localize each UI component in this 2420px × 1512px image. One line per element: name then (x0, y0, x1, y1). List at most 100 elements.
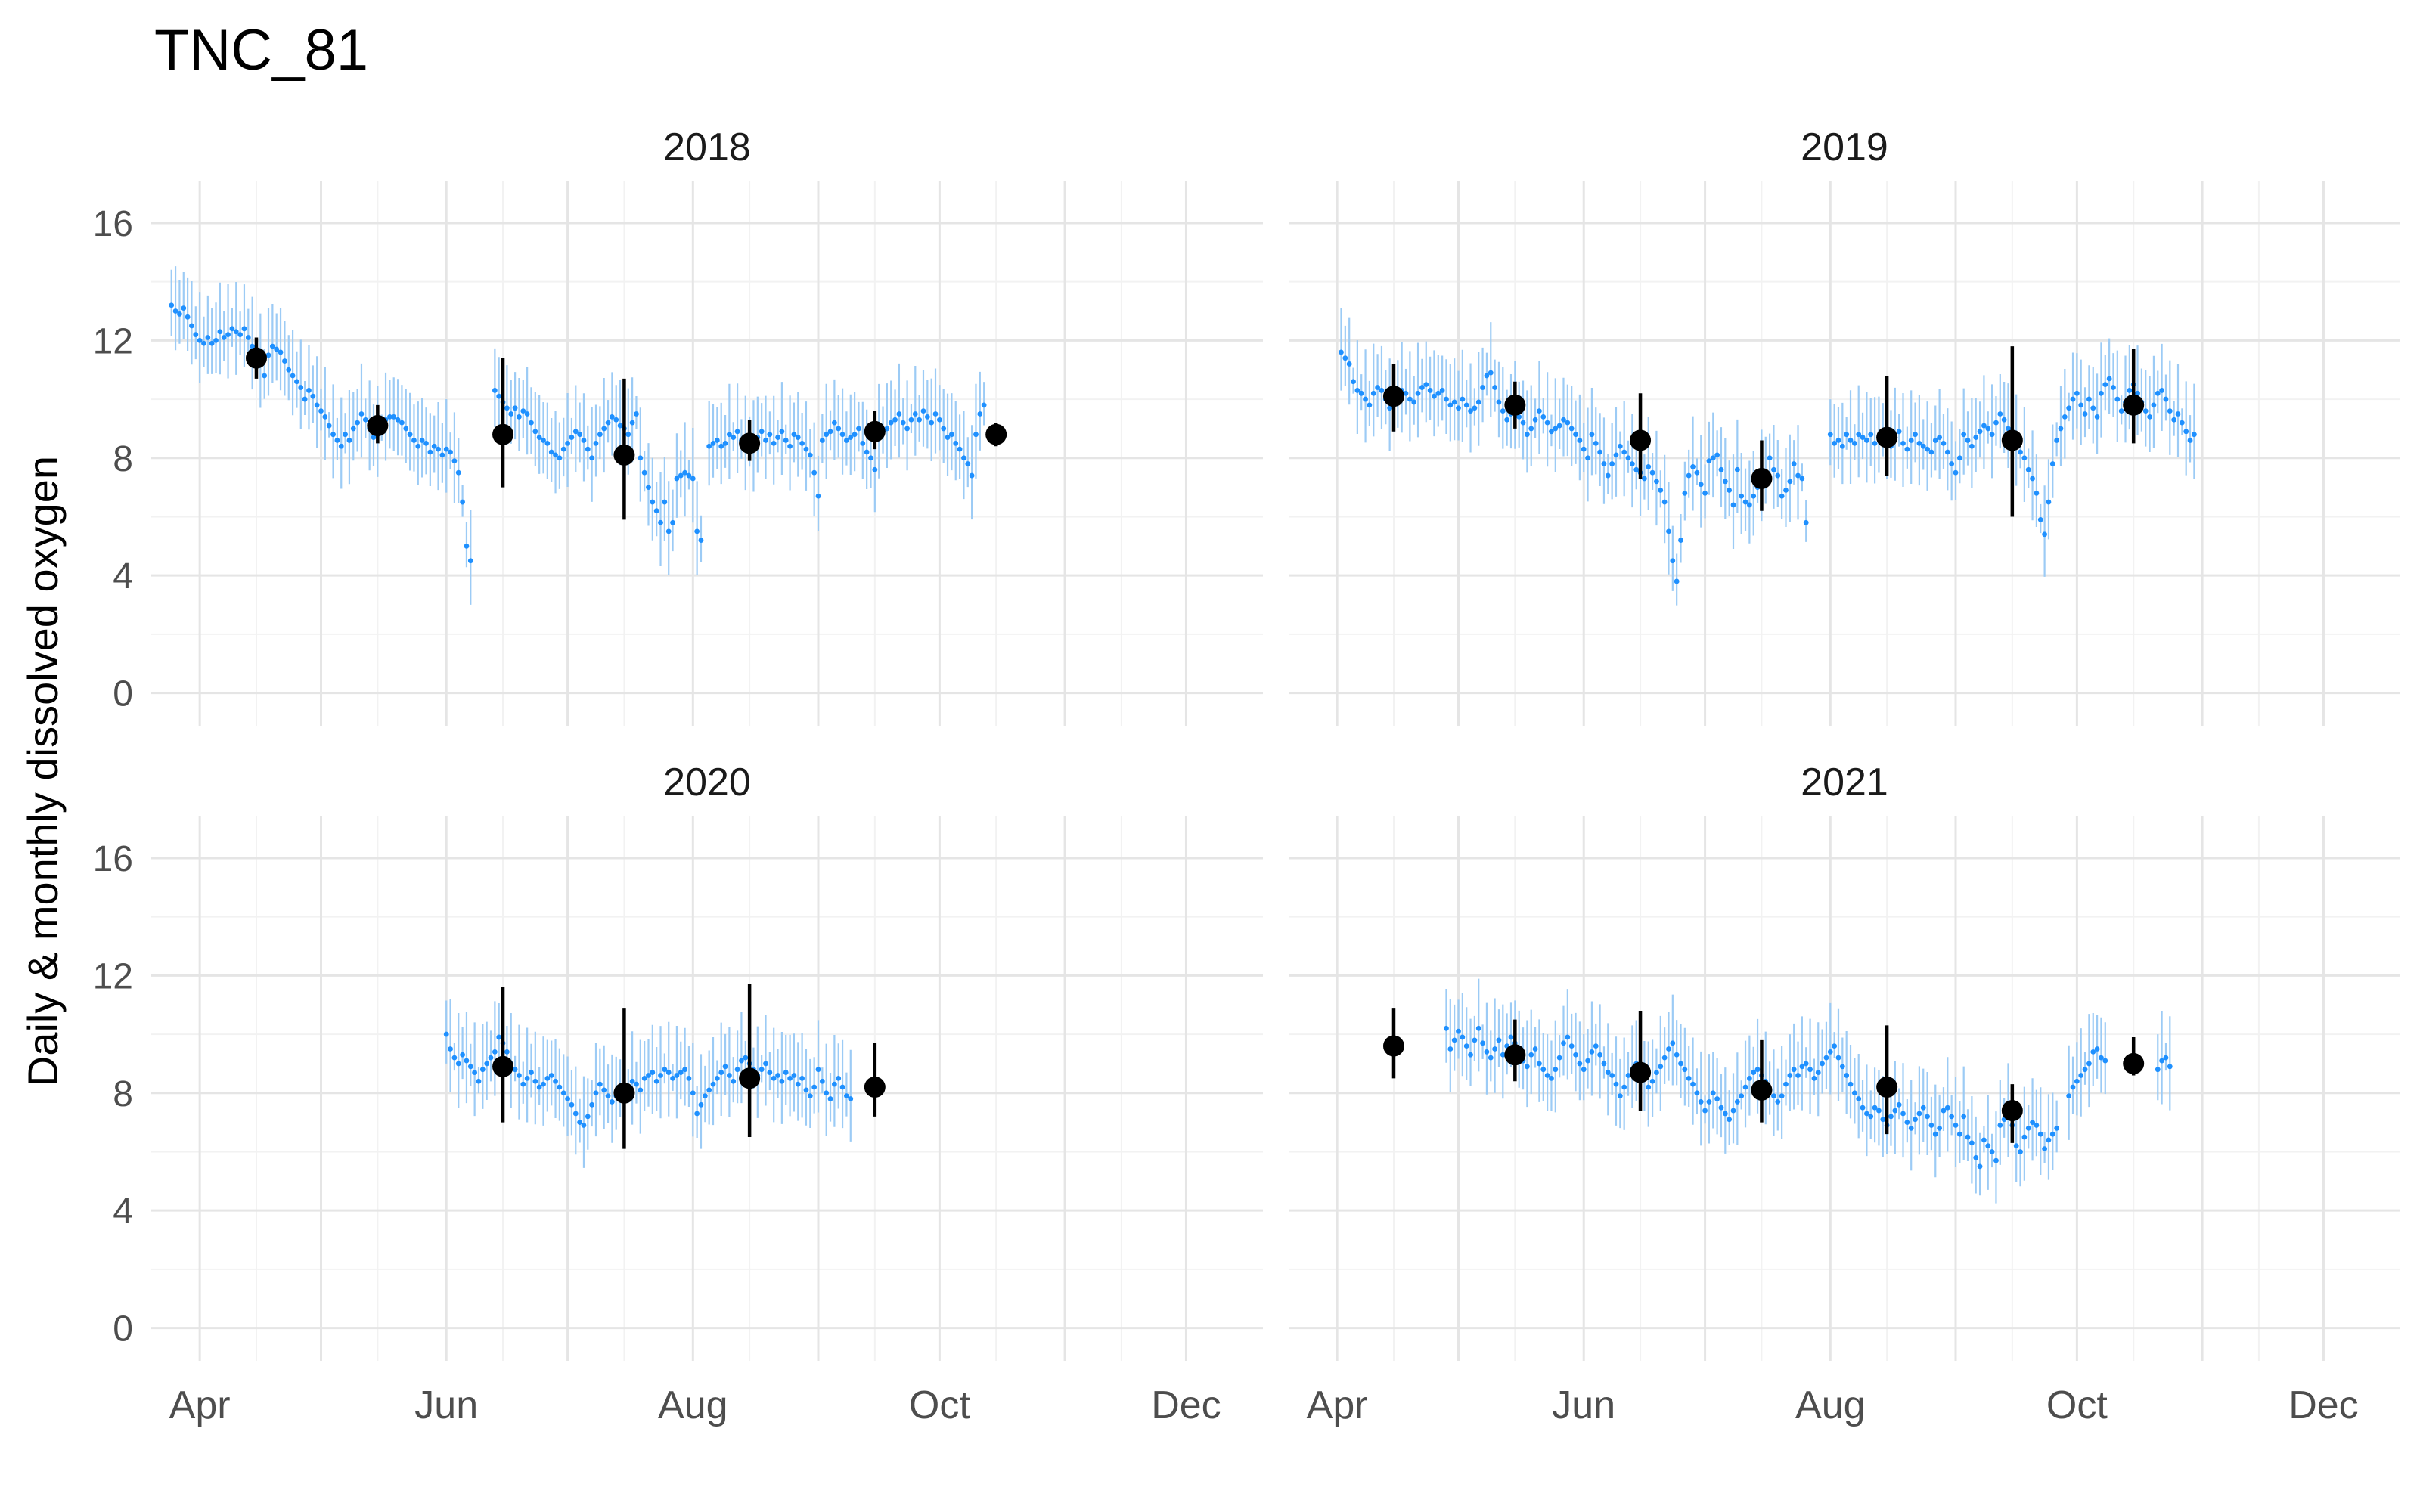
daily-point (1617, 1093, 1623, 1099)
daily-point (1880, 1117, 1886, 1123)
daily-point (1928, 449, 1934, 455)
daily-point (1553, 1067, 1559, 1073)
daily-point (706, 443, 712, 449)
daily-point (1658, 488, 1664, 493)
daily-point (302, 396, 308, 402)
daily-point (1504, 417, 1510, 423)
daily-point (662, 1067, 668, 1073)
daily-point (1370, 390, 1376, 396)
daily-point (1783, 1081, 1789, 1087)
daily-point (767, 1070, 773, 1075)
daily-point (229, 326, 235, 332)
daily-point (455, 1061, 461, 1067)
daily-point (395, 417, 401, 423)
daily-series (1339, 308, 2197, 606)
daily-point (617, 423, 623, 429)
monthly-mean-point (1504, 394, 1526, 416)
daily-point (864, 449, 870, 455)
daily-point (613, 417, 619, 423)
daily-point (451, 1055, 458, 1061)
daily-point (1613, 1081, 1619, 1087)
daily-point (427, 449, 433, 455)
daily-point (666, 528, 672, 534)
daily-point (464, 1058, 470, 1064)
daily-point (2159, 388, 2165, 393)
daily-point (1944, 1105, 1950, 1111)
daily-point (678, 1070, 684, 1075)
daily-point (1690, 1081, 1696, 1087)
daily-point (197, 337, 203, 343)
daily-point (2175, 411, 2181, 417)
daily-point (569, 1101, 575, 1108)
daily-point (1937, 435, 1943, 440)
daily-point (1451, 1037, 1457, 1043)
daily-point (1856, 432, 1862, 438)
daily-point (1411, 399, 1417, 405)
daily-point (836, 1075, 842, 1081)
daily-point (1791, 1067, 1797, 1073)
daily-point (1876, 1108, 1882, 1114)
panel-2021: 2021 Apr Jun Aug Oct Dec (1289, 761, 2400, 1427)
daily-point (1811, 1075, 1817, 1081)
daily-point (2021, 1134, 2028, 1140)
daily-point (1565, 420, 1571, 426)
daily-point (908, 417, 914, 423)
daily-point (2066, 405, 2072, 411)
daily-point (1565, 1034, 1571, 1040)
monthly-mean-point (492, 423, 514, 445)
y-tick-label: 0 (113, 1309, 133, 1349)
daily-point (2034, 1123, 2040, 1128)
daily-point (407, 432, 413, 438)
daily-point (1872, 440, 1878, 446)
daily-point (694, 528, 700, 534)
daily-point (1568, 1043, 1575, 1049)
daily-point (1678, 538, 1683, 543)
daily-point (1868, 1114, 1874, 1120)
daily-point (731, 435, 737, 440)
daily-point (1832, 1043, 1838, 1049)
daily-point (1585, 1058, 1590, 1064)
daily-point (856, 426, 861, 432)
daily-point (181, 305, 187, 311)
daily-point (1916, 440, 1922, 446)
daily-point (577, 432, 583, 438)
daily-point (1742, 499, 1748, 505)
daily-point (1468, 1052, 1473, 1058)
daily-point (1682, 490, 1688, 496)
daily-point (1851, 1090, 1857, 1096)
daily-point (1508, 1034, 1514, 1040)
daily-point (1710, 455, 1716, 461)
daily-point (1779, 493, 1785, 499)
daily-point (403, 426, 409, 432)
daily-point (448, 1046, 453, 1052)
daily-point (601, 1087, 607, 1093)
daily-point (811, 1084, 818, 1090)
daily-point (1739, 493, 1745, 499)
daily-point (213, 337, 219, 343)
daily-series (1444, 978, 2173, 1204)
daily-point (2078, 1073, 2084, 1078)
daily-point (2062, 414, 2068, 420)
daily-point (1585, 455, 1590, 461)
daily-point (1532, 417, 1538, 423)
daily-point (694, 1111, 700, 1117)
daily-point (512, 1067, 518, 1073)
daily-point (1354, 388, 1360, 393)
daily-point (791, 432, 797, 438)
daily-point (1900, 1111, 1906, 1117)
daily-point (727, 1073, 732, 1078)
daily-point (1532, 1046, 1538, 1052)
daily-point (900, 420, 906, 426)
daily-point (2086, 1061, 2092, 1067)
daily-point (460, 1052, 465, 1058)
daily-point (443, 1031, 449, 1037)
daily-point (658, 519, 663, 525)
monthly-mean-point (1630, 429, 1652, 451)
daily-point (415, 443, 421, 449)
daily-point (1649, 469, 1655, 476)
daily-point (589, 455, 595, 461)
daily-point (1634, 466, 1640, 472)
daily-point (658, 1073, 663, 1078)
daily-point (1751, 1070, 1757, 1075)
panel-strip-label: 2020 (663, 761, 751, 804)
